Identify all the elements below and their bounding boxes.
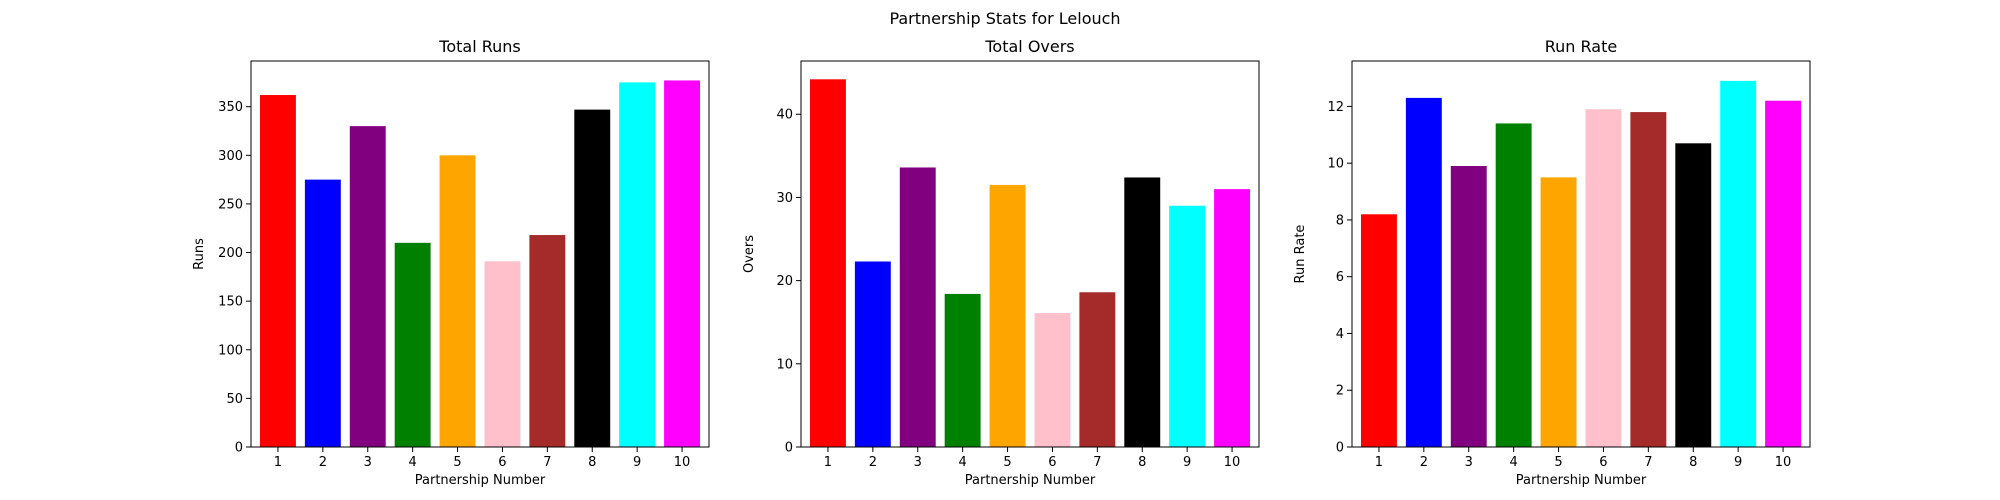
x-tick-label: 6 [498,455,506,470]
x-tick-label: 5 [1554,455,1562,470]
y-tick-label: 250 [218,197,243,212]
x-tick-label: 7 [543,455,551,470]
x-tick-label: 8 [1689,455,1697,470]
x-tick-label: 10 [1775,455,1792,470]
y-axis-label: Run Rate [1293,225,1308,284]
y-tick-label: 20 [776,274,793,289]
y-tick-label: 0 [785,441,793,456]
axes-frame [250,60,710,448]
bar-5 [439,155,476,447]
bar-4 [394,242,431,447]
bar-1 [1360,214,1397,447]
bar-7 [1079,292,1116,447]
y-tick-label: 350 [218,100,243,115]
bar-8 [1124,177,1161,447]
bar-9 [619,82,656,447]
x-tick-label: 9 [633,455,641,470]
x-tick-label: 4 [959,455,967,470]
x-tick-label: 1 [824,455,832,470]
x-tick-label: 4 [1510,455,1518,470]
x-tick-label: 2 [1420,455,1428,470]
x-tick-label: 2 [319,455,327,470]
y-tick-label: 10 [1327,157,1344,172]
y-tick-label: 30 [776,191,793,206]
bar-2 [854,261,891,447]
bar-5 [1540,177,1577,447]
bar-3 [1450,166,1487,447]
bar-3 [899,167,936,447]
x-tick-label: 5 [1003,455,1011,470]
chart-title: Run Rate [1545,37,1617,56]
x-tick-label: 7 [1093,455,1101,470]
x-tick-label: 3 [914,455,922,470]
y-tick-label: 6 [1336,270,1344,285]
bar-6 [484,261,521,447]
axes-frame [1351,60,1811,448]
y-tick-label: 300 [218,149,243,164]
bar-4 [1495,123,1532,448]
chart-panel-2: Total Overs 1 2 3 4 5 6 7 8 9 10 0 10 20 30 40 Partnersh… [742,37,1260,488]
bar-10 [1765,100,1802,447]
x-axis-label: Partnership Number [1516,473,1647,488]
y-tick-label: 12 [1327,100,1344,115]
y-tick-label: 0 [1336,441,1344,456]
bar-8 [1675,143,1712,447]
x-axis-label: Partnership Number [965,473,1096,488]
bar-9 [1169,205,1206,447]
bar-10 [664,80,701,447]
x-tick-label: 10 [674,455,691,470]
y-tick-label: 10 [776,357,793,372]
x-tick-label: 2 [869,455,877,470]
bar-10 [1214,189,1251,448]
axes-frame [800,60,1260,448]
x-axis-label: Partnership Number [415,473,546,488]
bar-3 [349,126,386,447]
y-axis-label: Runs [192,238,207,270]
y-tick-label: 50 [226,392,243,407]
y-tick-label: 4 [1336,327,1344,342]
x-tick-label: 1 [274,455,282,470]
bar-6 [1585,109,1622,447]
y-tick-label: 40 [776,108,793,123]
bar-2 [304,179,341,448]
y-tick-label: 0 [235,441,243,456]
bar-7 [1630,112,1667,448]
chart-title: Total Runs [438,37,520,56]
x-tick-label: 6 [1048,455,1056,470]
x-tick-label: 5 [453,455,461,470]
x-tick-label: 3 [364,455,372,470]
bar-4 [944,293,981,447]
bar-2 [1405,97,1442,447]
bar-1 [809,79,846,447]
x-tick-label: 4 [409,455,417,470]
x-tick-label: 7 [1644,455,1652,470]
y-tick-label: 8 [1336,213,1344,228]
x-tick-label: 9 [1183,455,1191,470]
x-tick-label: 8 [1138,455,1146,470]
x-tick-label: 8 [588,455,596,470]
y-tick-label: 150 [218,295,243,310]
y-tick-label: 2 [1336,384,1344,399]
y-tick-label: 200 [218,246,243,261]
x-tick-label: 10 [1224,455,1241,470]
y-tick-label: 100 [218,343,243,358]
bar-7 [529,235,566,447]
chart-title: Total Overs [984,37,1074,56]
bar-1 [259,95,296,448]
bar-6 [1034,313,1071,447]
bar-5 [989,184,1026,448]
x-tick-label: 6 [1599,455,1607,470]
x-tick-label: 9 [1734,455,1742,470]
bar-9 [1720,80,1757,447]
x-tick-label: 3 [1465,455,1473,470]
x-tick-label: 1 [1375,455,1383,470]
bar-8 [574,109,611,447]
figure-suptitle: Partnership Stats for Lelouch [889,9,1120,28]
y-axis-label: Overs [742,235,757,273]
